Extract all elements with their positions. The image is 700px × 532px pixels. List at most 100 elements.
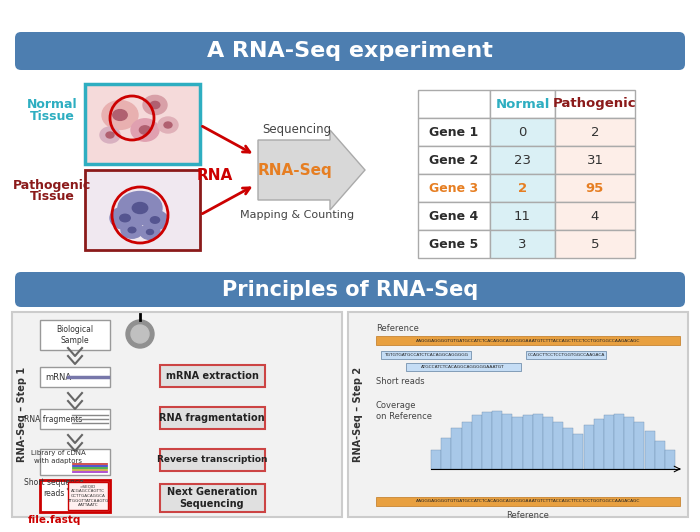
- FancyBboxPatch shape: [15, 32, 685, 70]
- Text: Short reads: Short reads: [376, 377, 425, 386]
- Bar: [418, 202, 490, 230]
- Bar: [381, 351, 471, 359]
- Ellipse shape: [110, 207, 140, 229]
- Bar: [418, 118, 490, 146]
- Bar: [461, 422, 472, 469]
- Bar: [634, 422, 645, 469]
- Bar: [584, 425, 594, 469]
- Text: RNA fragments: RNA fragments: [24, 414, 82, 423]
- Text: 2: 2: [591, 126, 599, 138]
- Bar: [512, 417, 522, 469]
- Bar: [490, 146, 555, 174]
- Bar: [160, 484, 265, 512]
- Text: Tissue: Tissue: [29, 189, 74, 203]
- Text: Library of cDNA
with adaptors: Library of cDNA with adaptors: [31, 450, 85, 464]
- Bar: [40, 480, 110, 512]
- Text: 95: 95: [586, 181, 604, 195]
- Text: Reverse transcription: Reverse transcription: [157, 455, 267, 464]
- Text: 4: 4: [591, 210, 599, 222]
- Bar: [376, 336, 680, 345]
- Text: 23: 23: [514, 154, 531, 167]
- Text: 31: 31: [587, 154, 603, 167]
- Bar: [490, 118, 555, 146]
- Text: Next Generation
Sequencing: Next Generation Sequencing: [167, 487, 257, 509]
- Bar: [555, 174, 635, 202]
- Bar: [12, 312, 342, 517]
- Text: RNA-Seq: RNA-Seq: [258, 162, 332, 178]
- Text: Pathogenic: Pathogenic: [13, 179, 91, 192]
- Text: Gene 5: Gene 5: [429, 237, 479, 251]
- Bar: [348, 312, 688, 517]
- Bar: [40, 320, 110, 350]
- Bar: [555, 146, 635, 174]
- Bar: [555, 118, 635, 146]
- Text: Gene 4: Gene 4: [429, 210, 479, 222]
- Ellipse shape: [102, 101, 138, 129]
- Ellipse shape: [164, 122, 172, 128]
- Bar: [522, 415, 533, 469]
- Text: Normal: Normal: [496, 97, 550, 111]
- Text: 2: 2: [518, 181, 527, 195]
- Ellipse shape: [106, 132, 114, 138]
- Bar: [418, 146, 490, 174]
- Text: >SEQID
ACGAGCCAGTTC
GCTTGACAGGCA
TTGGGTTATCAAGTG
AATTAATC: >SEQID ACGAGCCAGTTC GCTTGACAGGCA TTGGGTT…: [67, 485, 108, 507]
- Text: Reference: Reference: [507, 511, 550, 520]
- Text: RNA-Seq – Step 1: RNA-Seq – Step 1: [17, 367, 27, 462]
- Ellipse shape: [146, 229, 153, 235]
- Bar: [490, 90, 555, 118]
- Circle shape: [131, 325, 149, 343]
- Bar: [40, 449, 110, 475]
- Text: ATGCCATCTCACAGGCAGGGGGAAATGT: ATGCCATCTCACAGGCAGGGGGAAATGT: [421, 365, 505, 369]
- Ellipse shape: [120, 214, 130, 222]
- Ellipse shape: [121, 222, 143, 238]
- Bar: [645, 431, 654, 469]
- FancyBboxPatch shape: [15, 272, 685, 307]
- Bar: [526, 351, 606, 359]
- Text: 5: 5: [591, 237, 599, 251]
- Bar: [160, 407, 265, 429]
- Bar: [85, 170, 200, 250]
- Bar: [492, 411, 502, 469]
- Text: Short sequence
reads: Short sequence reads: [25, 478, 84, 498]
- Text: AAGGGAGGGGTGTGATGCCATCTCACAGGCAGGGGGAAATGTCTTTACCAGCTTCCTCCTGGTGGCCAAGACAGC: AAGGGAGGGGTGTGATGCCATCTCACAGGCAGGGGGAAAT…: [416, 500, 640, 503]
- Bar: [85, 84, 200, 164]
- Bar: [418, 230, 490, 258]
- Bar: [482, 412, 492, 469]
- Bar: [665, 450, 675, 469]
- Bar: [614, 413, 624, 469]
- Text: file.fastq: file.fastq: [27, 515, 81, 525]
- Text: Coverage
on Reference: Coverage on Reference: [376, 401, 432, 421]
- Bar: [555, 90, 635, 118]
- Bar: [431, 450, 441, 469]
- Circle shape: [126, 320, 154, 348]
- Text: Gene 2: Gene 2: [429, 154, 479, 167]
- Ellipse shape: [143, 95, 167, 114]
- Text: mRNA extraction: mRNA extraction: [166, 371, 258, 381]
- Text: Normal: Normal: [27, 98, 77, 112]
- Text: Tissue: Tissue: [29, 110, 74, 122]
- Bar: [553, 422, 564, 469]
- Bar: [654, 440, 665, 469]
- Text: RNA: RNA: [197, 168, 233, 182]
- Ellipse shape: [150, 102, 160, 109]
- Text: Pathogenic: Pathogenic: [553, 97, 637, 111]
- Polygon shape: [258, 130, 365, 210]
- Ellipse shape: [140, 225, 160, 239]
- Bar: [490, 174, 555, 202]
- Bar: [418, 174, 490, 202]
- Text: RNA fragmentation: RNA fragmentation: [159, 413, 265, 423]
- Bar: [40, 367, 110, 387]
- Bar: [502, 413, 512, 469]
- Bar: [624, 417, 634, 469]
- Bar: [604, 415, 614, 469]
- Text: Sequencing: Sequencing: [262, 123, 332, 137]
- Text: AAGGGAGGGGTGTGATGCCATCTCACAGGCAGGGGGAAATGTCTTTACCAGCTTCCTCCTGGTGGCCAAGACAGC: AAGGGAGGGGTGTGATGCCATCTCACAGGCAGGGGGAAAT…: [416, 338, 640, 343]
- Text: CCAGCTTCCTCCTGGTGGCCAAGACA: CCAGCTTCCTCCTGGTGGCCAAGACA: [527, 353, 605, 357]
- Text: Mapping & Counting: Mapping & Counting: [240, 210, 354, 220]
- Text: TGTGTGATGCCATCTCACAGGCAGGGGG: TGTGTGATGCCATCTCACAGGCAGGGGG: [384, 353, 468, 357]
- Text: RNA-Seq – Step 2: RNA-Seq – Step 2: [353, 367, 363, 462]
- Bar: [406, 363, 521, 371]
- Bar: [555, 202, 635, 230]
- Text: Biological
Sample: Biological Sample: [57, 325, 94, 345]
- Bar: [472, 415, 482, 469]
